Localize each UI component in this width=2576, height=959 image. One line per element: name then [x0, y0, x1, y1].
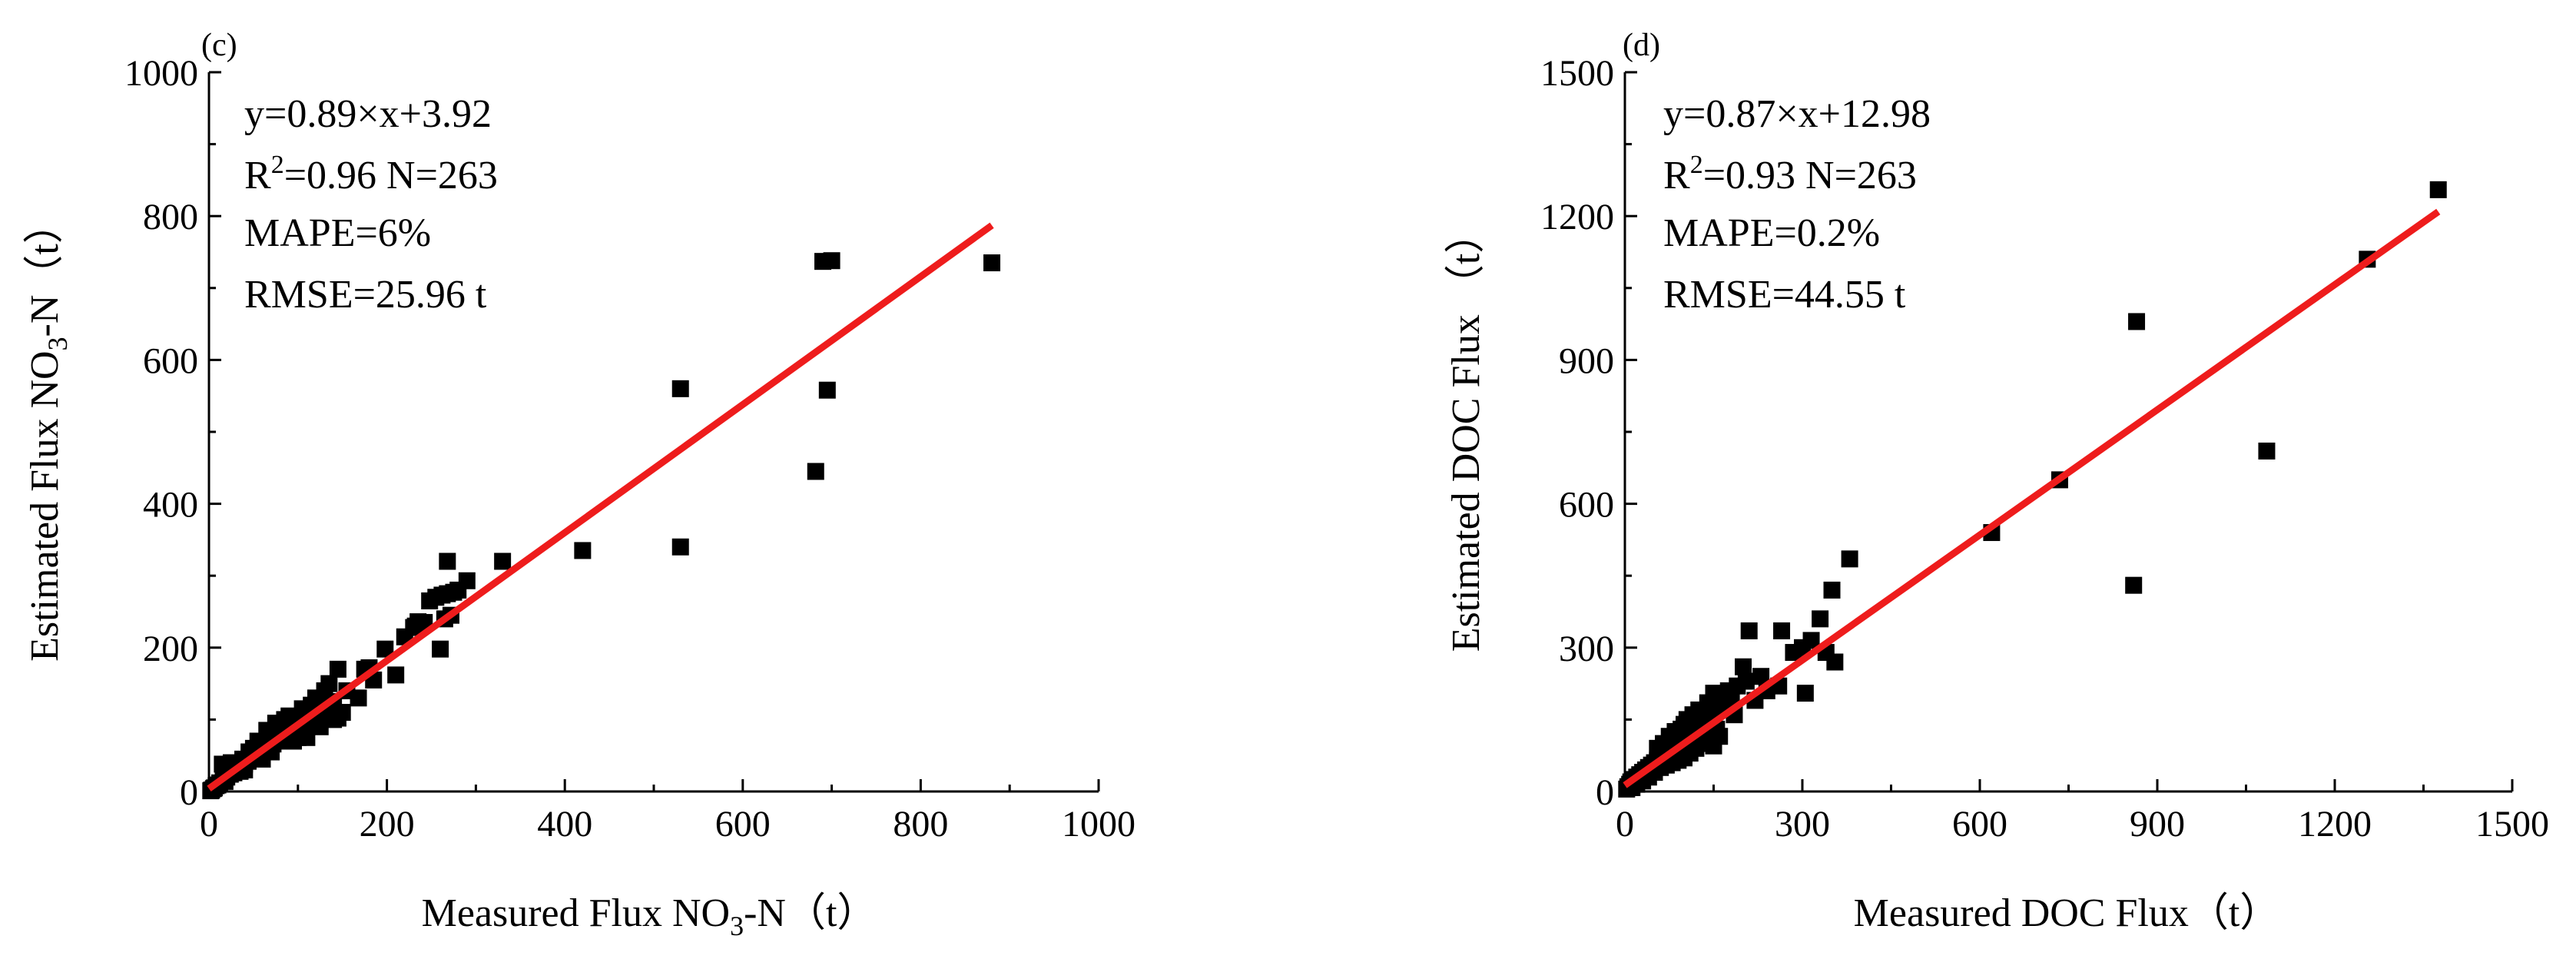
data-point — [320, 675, 338, 692]
y-tick-label: 400 — [143, 485, 198, 526]
data-point — [1735, 658, 1752, 675]
y-tick-label: 1000 — [124, 53, 198, 94]
x-tick-label: 1000 — [1062, 804, 1135, 845]
panel-c: 0 200 400 600 800 1000 0 200 400 600 800 1000 (c) y… — [23, 28, 1135, 941]
fit-equation: y=0.87×x+12.98 — [1663, 92, 1931, 136]
data-point — [671, 380, 689, 397]
data-point — [671, 538, 689, 556]
r2-annotation: R2=0.93 N=263 — [1663, 151, 1917, 197]
x-tick-label: 0 — [200, 804, 218, 845]
x-tick-label: 300 — [1775, 804, 1830, 845]
axis-ticks: 0 200 400 600 800 1000 0 200 400 600 800 1000 — [124, 53, 1135, 845]
x-tick-label: 1500 — [2475, 804, 2549, 845]
x-tick-label: 0 — [1616, 804, 1634, 845]
scatter-points — [1618, 181, 2447, 798]
data-point — [1823, 581, 1841, 599]
data-point — [350, 689, 367, 707]
data-point — [1785, 644, 1802, 662]
y-tick-label: 300 — [1559, 629, 1614, 669]
panel-label: (c) — [201, 28, 237, 63]
y-tick-label: 200 — [143, 629, 198, 669]
r2-annotation: R2=0.96 N=263 — [244, 151, 498, 197]
data-point — [409, 613, 427, 631]
y-tick-label: 1200 — [1540, 197, 1614, 237]
x-tick-label: 800 — [893, 804, 948, 845]
data-point — [1826, 653, 1844, 671]
data-point — [421, 592, 439, 609]
data-point — [2125, 576, 2143, 594]
data-point — [1841, 550, 1858, 568]
data-point — [1796, 685, 1814, 702]
rmse-annotation: RMSE=25.96 t — [244, 273, 487, 317]
data-point — [983, 254, 1001, 272]
data-point — [439, 553, 456, 570]
panel-label: (d) — [1623, 28, 1660, 63]
x-tick-label: 900 — [2130, 804, 2185, 845]
scatter-points — [202, 252, 1001, 800]
data-point — [432, 640, 449, 658]
y-tick-label: 600 — [1559, 485, 1614, 526]
data-point — [2128, 313, 2146, 330]
y-tick-label: 1500 — [1540, 53, 1614, 94]
data-point — [376, 640, 394, 658]
axis-ticks: 0 300 600 900 1200 1500 0 300 600 900 1200 1500 — [1540, 53, 2549, 845]
data-point — [2429, 181, 2447, 198]
mape-annotation: MAPE=0.2% — [1663, 211, 1880, 255]
rmse-annotation: RMSE=44.55 t — [1663, 273, 1906, 317]
x-tick-label: 200 — [360, 804, 415, 845]
fit-line — [1623, 208, 2441, 788]
data-point — [494, 553, 512, 570]
data-point — [1752, 668, 1770, 685]
data-point — [1740, 622, 1758, 639]
x-tick-label: 400 — [537, 804, 592, 845]
fit-line — [207, 222, 994, 791]
x-tick-label: 600 — [715, 804, 771, 845]
data-point — [329, 660, 346, 678]
x-tick-label: 1200 — [2298, 804, 2372, 845]
data-point — [1812, 610, 1829, 628]
y-tick-label: 800 — [143, 197, 198, 237]
mape-annotation: MAPE=6% — [244, 211, 431, 255]
y-tick-label: 900 — [1559, 340, 1614, 381]
data-point — [1773, 622, 1791, 639]
x-tick-label: 600 — [1952, 804, 2007, 845]
panel-d: 0 300 600 900 1200 1500 0 300 600 900 1200 1500 (d)… — [1444, 28, 2549, 935]
data-point — [2258, 442, 2276, 460]
data-point — [807, 463, 824, 480]
data-point — [814, 253, 832, 270]
fit-equation: y=0.89×x+3.92 — [244, 92, 492, 136]
y-tick-label: 0 — [180, 772, 198, 813]
y-tick-label: 600 — [143, 340, 198, 381]
y-axis-label: Estimated Flux NO3-N（t） — [23, 204, 73, 662]
data-point — [574, 542, 592, 559]
y-axis-label: Estimated DOC Flux （t） — [1444, 214, 1488, 652]
data-point — [1678, 711, 1696, 728]
data-point — [387, 666, 405, 684]
data-point — [1705, 685, 1722, 702]
data-point — [1649, 739, 1666, 757]
x-axis-label: Measured DOC Flux（t） — [1854, 891, 2280, 935]
data-point — [818, 381, 836, 399]
y-tick-label: 0 — [1596, 772, 1614, 813]
x-axis-label: Measured Flux NO3-N（t） — [422, 891, 877, 941]
